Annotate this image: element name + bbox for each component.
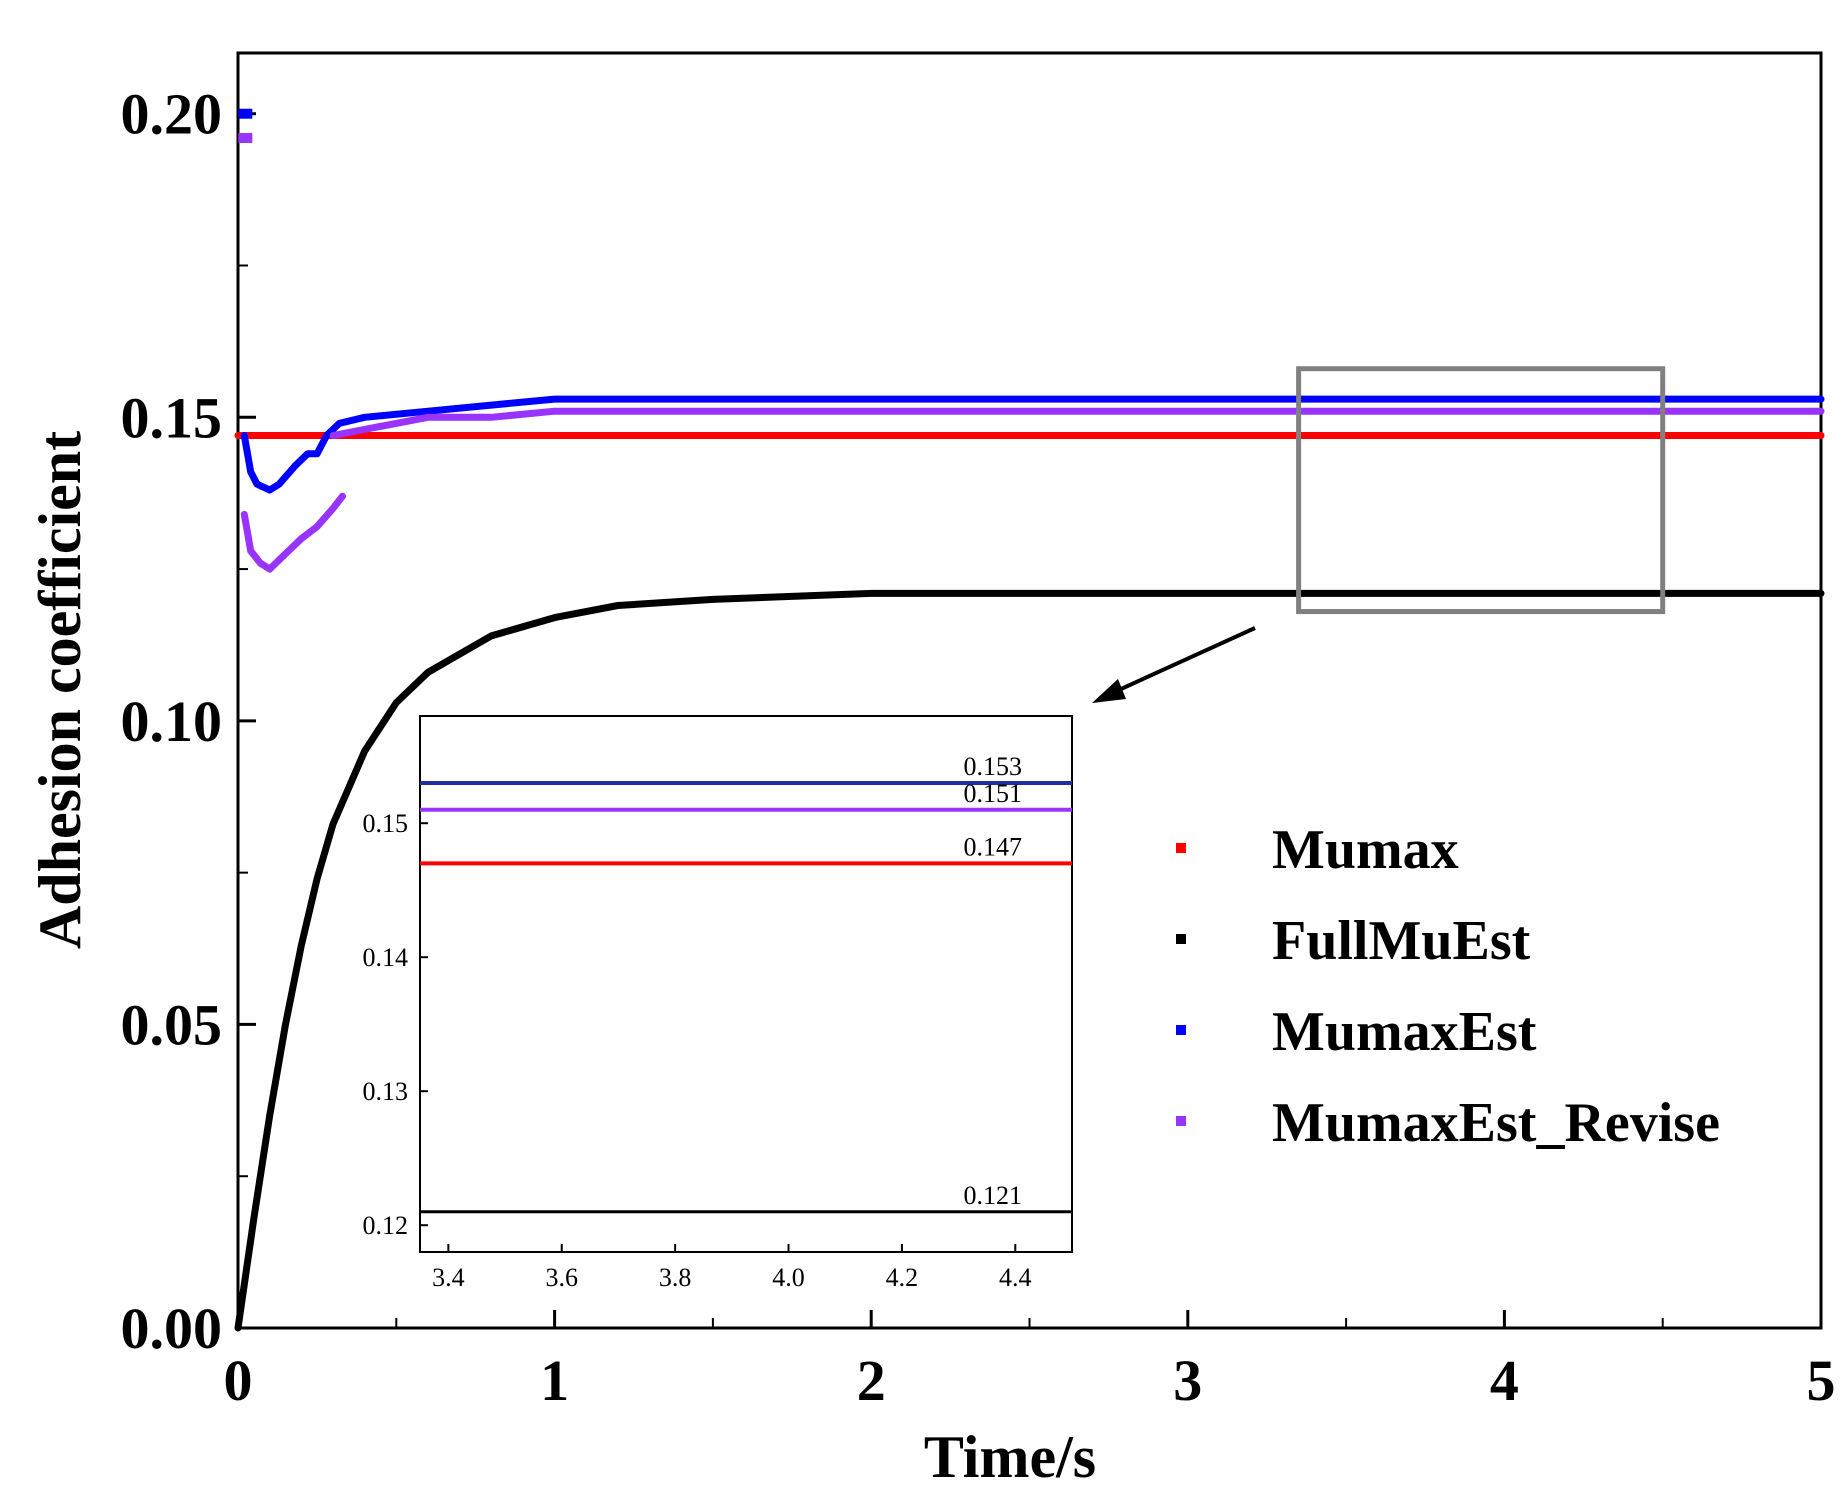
inset-x-tick-label: 3.4 [432,1263,465,1292]
legend-label-mumaxest-revise: MumaxEst_Revise [1272,1092,1720,1154]
x-tick-label: 0 [224,1348,253,1413]
x-tick-label: 5 [1807,1348,1836,1413]
inset-frame [419,715,1073,1253]
x-tick-label: 3 [1173,1348,1202,1413]
series-line-fullmuest [234,589,1825,1332]
initial-marker-mumaxest-revise [238,133,253,143]
initial-marker-mumaxest [238,108,253,119]
legend-marker-mumaxest [1176,1025,1186,1035]
inset-value-label: 0.153 [964,752,1023,781]
inset-value-label: 0.121 [964,1181,1023,1210]
legend-marker-mumax [1176,843,1186,853]
inset-y-tick-label: 0.13 [363,1077,409,1106]
inset-y-tick-label: 0.15 [363,809,409,838]
series-line-mumaxest [240,395,1825,494]
inset-x-tick-label: 3.8 [659,1263,692,1292]
zoom-arrow [1092,626,1256,703]
zoom-region-box [1296,366,1666,615]
legend-label-mumaxest: MumaxEst [1272,1001,1537,1063]
inset-y-tick-label: 0.14 [363,943,409,972]
inset-y-tick-label: 0.12 [363,1211,409,1240]
inset-x-tick-label: 4.0 [772,1263,805,1292]
x-tick-label: 1 [540,1348,569,1413]
legend-label-mumax: Mumax [1272,819,1459,881]
series-line-mumaxest-revise [240,492,346,573]
inset-x-tick-label: 4.4 [999,1263,1032,1292]
y-tick-label: 0.10 [121,689,223,754]
series-line-mumaxest-revise [329,407,1825,439]
x-tick-label: 4 [1490,1348,1519,1413]
legend-marker-fullmuest [1176,934,1186,944]
y-tick-label: 0.15 [121,385,223,450]
y-tick-label: 0.00 [121,1296,223,1361]
legend-label-fullmuest: FullMuEst [1272,910,1531,972]
x-axis-title: Time/s [924,1424,1096,1490]
y-axis-title: Adhesion coefficient [27,431,93,949]
y-tick-label: 0.05 [121,992,223,1057]
inset-value-label: 0.147 [964,832,1023,861]
inset-x-tick-label: 4.2 [886,1263,919,1292]
legend-marker-mumaxest-revise [1176,1116,1186,1126]
y-tick-label: 0.20 [121,82,223,147]
inset-value-label: 0.151 [964,779,1023,808]
inset-x-tick-label: 3.6 [545,1263,578,1292]
x-tick-label: 2 [857,1348,886,1413]
